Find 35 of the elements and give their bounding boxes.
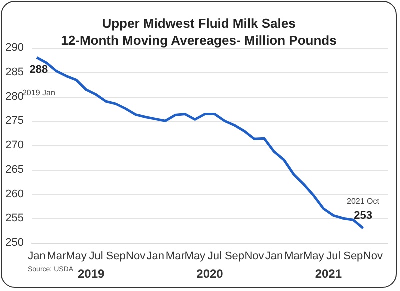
data-label: 253 <box>354 210 372 222</box>
x-tick-label: Sep <box>344 250 364 262</box>
annotation: 2019 Jan <box>22 88 56 98</box>
x-tick-label: Sep <box>106 250 126 262</box>
x-tick-label: Nov <box>363 250 384 262</box>
y-tick-label: 285 <box>6 66 24 78</box>
chart-title: Upper Midwest Fluid Milk Sales 12-Month Moving Avereages- Million Pounds <box>61 16 337 48</box>
y-tick-label: 255 <box>6 212 24 225</box>
x-tick-label: May <box>184 250 206 262</box>
x-tick-label: Jan <box>28 250 46 262</box>
data-label: 288 <box>30 64 48 76</box>
x-tick-label: Mar <box>284 250 304 262</box>
x-tick-label: Jan <box>146 250 164 262</box>
y-tick-label: 270 <box>6 140 24 152</box>
y-tick-label: 280 <box>6 90 24 103</box>
y-tick-label: 290 <box>6 42 24 54</box>
x-tick-label: Nov <box>126 250 146 262</box>
y-tick-label: 260 <box>6 188 24 200</box>
text: 2021 <box>315 267 342 281</box>
x-tick-label: Mar <box>166 250 186 262</box>
text: 2019 <box>78 267 106 281</box>
annotation: 2021 Oct <box>347 196 380 206</box>
y-tick-label: 265 <box>6 164 24 176</box>
x-tick-label: Sep <box>224 250 245 262</box>
x-tick-label: May <box>66 250 88 262</box>
y-tick-label: 275 <box>6 115 24 128</box>
x-tick-label: Jul <box>326 250 341 262</box>
x-tick-label: Jan <box>265 250 284 262</box>
x-tick-label: Nov <box>244 250 265 262</box>
x-tick-label: Jul <box>208 250 222 262</box>
x-tick-label: Jul <box>89 250 104 262</box>
x-tick-label: Mar <box>47 250 67 262</box>
x-tick-label: May <box>303 250 325 262</box>
text: 2020 <box>196 267 224 281</box>
y-tick-label: 250 <box>6 237 24 249</box>
